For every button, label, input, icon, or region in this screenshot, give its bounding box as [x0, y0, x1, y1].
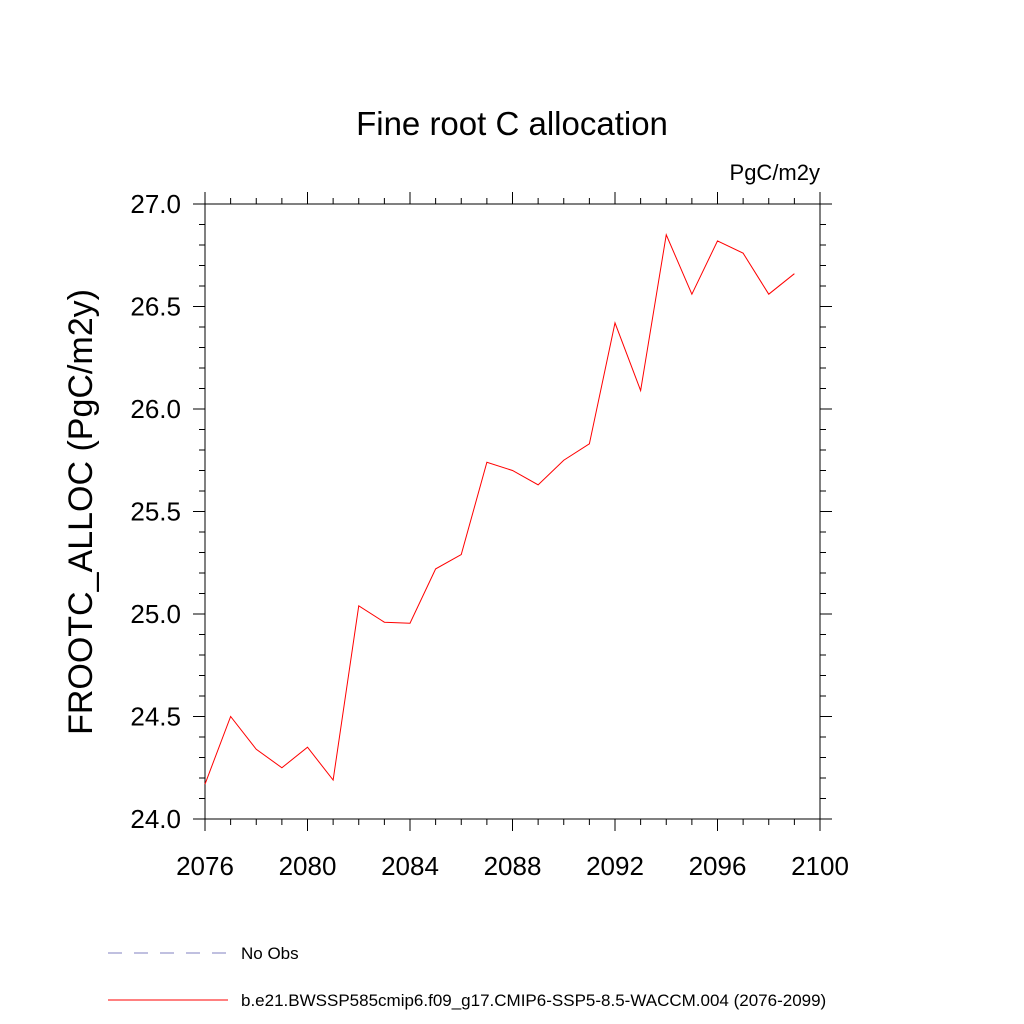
data-point [434, 568, 436, 570]
data-point [639, 389, 641, 391]
data-point [383, 621, 385, 623]
legend-label: No Obs [241, 944, 299, 963]
y-tick-label: 26.5 [130, 292, 181, 322]
series-line-1 [204, 232, 795, 785]
data-point [306, 746, 308, 748]
data-point [460, 553, 462, 555]
y-tick-label: 25.0 [130, 599, 181, 629]
y-tick-label: 24.5 [130, 702, 181, 732]
y-tick-label: 26.0 [130, 394, 181, 424]
axis-ticks [193, 192, 832, 831]
y-tick-label: 24.0 [130, 804, 181, 834]
legend: No Obs b.e21.BWSSP585cmip6.f09_g17.CMIP6-… [108, 944, 826, 1010]
x-tick-label: 2076 [176, 851, 234, 881]
y-tick-label: 25.5 [130, 497, 181, 527]
data-point [768, 293, 770, 295]
x-tick-label: 2096 [689, 851, 747, 881]
data-point [281, 767, 283, 769]
y-tick-label: 27.0 [130, 189, 181, 219]
data-point [332, 779, 334, 781]
data-point [204, 783, 206, 785]
data-point [358, 605, 360, 607]
data-point [537, 484, 539, 486]
x-tick-label: 2092 [586, 851, 644, 881]
data-point [409, 622, 411, 624]
data-point [665, 234, 667, 236]
data-point [691, 293, 693, 295]
data-point [742, 252, 744, 254]
data-point [486, 461, 488, 463]
data-point [614, 322, 616, 324]
data-point [511, 469, 513, 471]
x-tick-label: 2084 [381, 851, 439, 881]
x-tick-label: 2080 [279, 851, 337, 881]
data-point [563, 459, 565, 461]
data-point [793, 273, 795, 275]
tick-labels: 2076 2080 2084 2088 2092 2096 2100 24.0 24.5 25.0… [130, 189, 849, 881]
series-layer [204, 232, 795, 785]
data-point [716, 240, 718, 242]
chart-title: Fine root C allocation [356, 105, 668, 142]
data-point [588, 443, 590, 445]
units-label: PgC/m2y [730, 160, 820, 185]
x-tick-label: 2088 [484, 851, 542, 881]
x-tick-label: 2100 [791, 851, 849, 881]
data-point [255, 748, 257, 750]
legend-label: b.e21.BWSSP585cmip6.f09_g17.CMIP6-SSP5-8… [241, 991, 826, 1010]
y-axis-label: FROOTC_ALLOC (PgC/m2y) [62, 289, 100, 735]
data-point [229, 715, 231, 717]
